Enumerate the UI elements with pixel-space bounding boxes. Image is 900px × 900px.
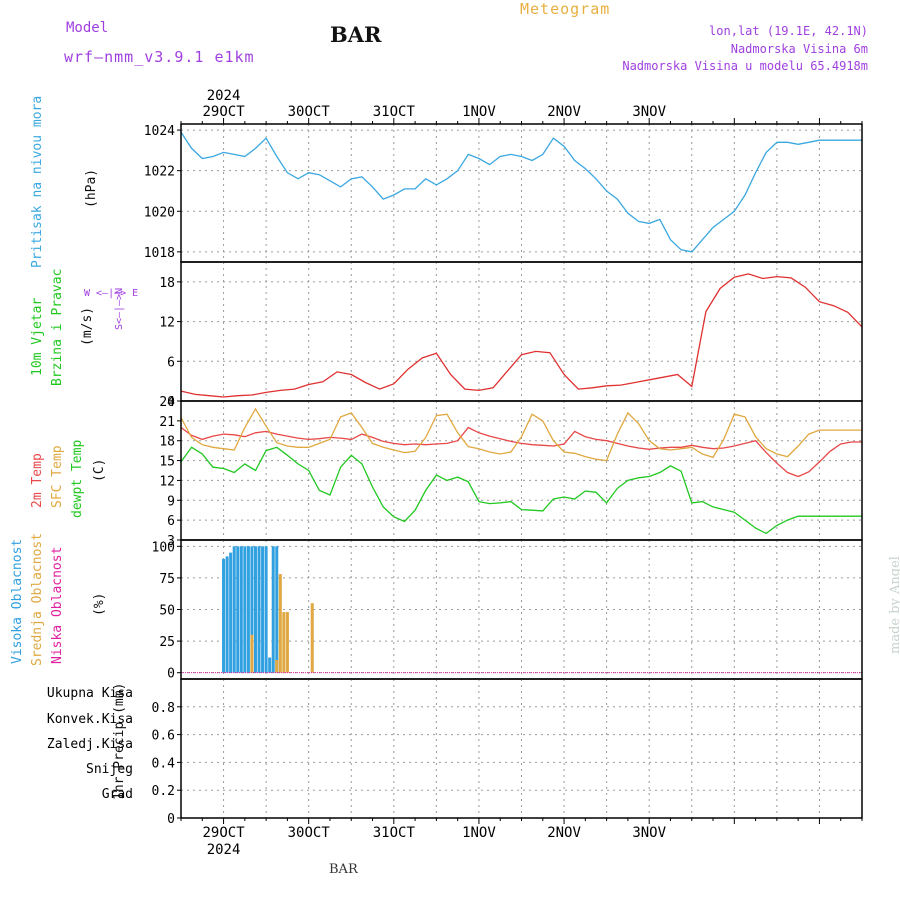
y-tick-label: 18	[159, 435, 175, 450]
bar	[243, 546, 247, 673]
panel-frame	[180, 123, 863, 263]
y-tick-label: 21	[159, 415, 175, 430]
y-tick-label: 3	[167, 534, 175, 549]
y-tick-label: 1020	[144, 205, 175, 220]
bar	[229, 552, 233, 673]
precip-label-hail: Grad	[101, 787, 133, 802]
y-tick-label: 25	[159, 635, 175, 650]
bar	[282, 612, 286, 673]
bar	[268, 657, 272, 673]
bar	[225, 556, 229, 673]
bar	[250, 546, 254, 673]
top-day-label: 30OCT	[288, 104, 331, 120]
bar	[271, 546, 275, 673]
y-tick-label: 50	[159, 604, 175, 619]
bar	[261, 546, 265, 673]
bar	[285, 612, 289, 673]
top-day-label: 3NOV	[632, 104, 666, 120]
bar	[222, 558, 226, 673]
top-day-label: 29OCT	[202, 104, 245, 120]
y-tick-label: 18	[159, 276, 175, 291]
bottom-year-label: 2024	[207, 842, 241, 858]
panel-frame	[180, 400, 863, 541]
y-tick-label: 6	[167, 514, 175, 529]
y-tick-label: 1024	[144, 124, 175, 139]
y-tick-label: 1022	[144, 165, 175, 180]
y-tick-label: 0.2	[152, 784, 175, 799]
bar	[264, 546, 268, 673]
y-tick-label: 9	[167, 494, 175, 509]
station-title: BAR	[330, 22, 382, 47]
pressure-panel: 1018 1020 1022 1024	[144, 123, 863, 263]
series-line	[180, 273, 863, 398]
y-tick-label: 0.4	[152, 756, 176, 771]
bar	[236, 546, 240, 673]
y-tick-label: 0	[167, 667, 175, 682]
footer-station: BAR	[329, 862, 358, 877]
bar	[253, 546, 257, 673]
top-time-axis: 29OCT 30OCT 31OCT 1NOV 2NOV 3NOV 2024	[180, 88, 863, 124]
bottom-day-label: 29OCT	[202, 825, 245, 841]
precip-label-freezing: Zaledj.Kisa	[46, 737, 133, 752]
bar	[310, 603, 314, 673]
precip-label-snow: Snijeg	[86, 762, 133, 777]
y-tick-label: 100	[152, 540, 175, 555]
bottom-day-label: 31OCT	[373, 825, 416, 841]
model-name: wrf—nmm_v3.9.1 e1km	[64, 48, 255, 66]
bottom-day-label: 3NOV	[632, 825, 666, 841]
bottom-day-label: 30OCT	[288, 825, 331, 841]
y-tick-label: 0	[167, 812, 175, 827]
precip-panel: 0 0.2 0.4 0.6 0.8	[152, 678, 863, 827]
model-elevation-label: Nadmorska Visina u modelu 65.4918m	[622, 59, 868, 73]
y-tick-label: 12	[159, 316, 175, 331]
y-tick-label: 24	[159, 395, 175, 410]
panel-frame	[180, 678, 863, 819]
top-day-label: 1NOV	[462, 104, 496, 120]
meteogram-title: Meteogram	[520, 0, 611, 18]
y-tick-label: 0.8	[152, 701, 175, 716]
bar	[246, 546, 250, 673]
y-tick-label: 12	[159, 474, 175, 489]
bottom-day-label: 2NOV	[547, 825, 581, 841]
temperature-panel: 3 6 9 12 15 18 21 24	[159, 395, 863, 549]
y-tick-label: 0.6	[152, 729, 175, 744]
bottom-day-label: 1NOV	[462, 825, 496, 841]
bar	[278, 574, 282, 673]
bar	[275, 660, 279, 673]
y-tick-label: 0	[167, 395, 175, 410]
bar	[250, 634, 254, 673]
lonlat-label: lon,lat (19.1E, 42.1N)	[709, 24, 868, 38]
series-line	[180, 407, 862, 462]
series-line	[180, 426, 862, 478]
precip-label-total: Ukupna Kisa	[46, 686, 133, 701]
y-tick-label: 6	[167, 355, 175, 370]
series-line	[180, 131, 862, 253]
bar	[275, 546, 279, 673]
y-tick-label: 1018	[144, 246, 175, 261]
top-day-label: 2NOV	[547, 104, 581, 120]
cloud-panel: 0 25 50 75 100	[152, 539, 863, 682]
top-day-label: 31OCT	[373, 104, 416, 120]
bar	[257, 546, 261, 673]
panel-frame	[180, 261, 863, 402]
bar	[232, 546, 236, 673]
y-tick-label: 75	[159, 572, 175, 587]
model-label: Model	[66, 20, 109, 36]
precip-label-convective: Konvek.Kisa	[46, 712, 133, 727]
y-tick-label: 15	[159, 455, 175, 470]
bottom-time-axis: 29OCT 30OCT 31OCT 1NOV 2NOV 3NOV 2024	[180, 818, 863, 858]
bar	[239, 546, 243, 673]
elevation-label: Nadmorska Visina 6m	[730, 42, 868, 56]
top-year-label: 2024	[207, 88, 241, 104]
wind-compass-we: W <—|—> E	[84, 288, 139, 299]
series-line	[180, 446, 862, 535]
wind-panel: 0 6 12 18	[159, 261, 863, 410]
